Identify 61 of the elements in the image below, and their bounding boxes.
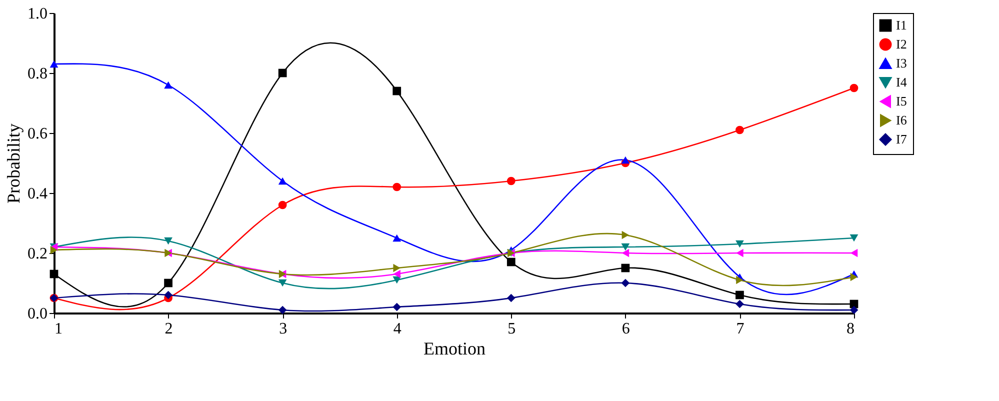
point [621,156,630,164]
point [278,68,287,78]
point [392,234,402,242]
point [164,290,172,300]
y-axis-title: Probability [4,124,24,204]
point [278,177,287,185]
legend-label: I7 [896,132,908,146]
point [164,237,172,245]
point [393,264,400,272]
point [622,248,630,258]
point [850,234,858,242]
y-tick-label: 0.2 [28,246,48,262]
point [393,270,400,278]
legend-label: I4 [896,74,908,90]
point [506,176,516,186]
x-tick-label: 7 [736,320,744,338]
point [736,248,744,258]
point [736,240,744,248]
y-tick-label: 0.8 [28,66,48,82]
point [621,278,630,288]
point [506,294,516,302]
point [622,230,630,240]
point [392,182,402,192]
point [621,243,630,251]
point [850,84,858,92]
point [621,264,630,272]
y-tick-label: 1.0 [28,6,48,22]
x-tick-label: 4 [393,320,402,338]
point [736,126,744,134]
point [392,86,402,96]
point [506,258,516,266]
x-tick-label: 3 [279,320,288,338]
point [278,279,287,287]
legend-label: I5 [896,94,907,108]
point [50,246,58,254]
point [736,290,744,300]
legend-label: I6 [896,112,908,128]
x-tick-label: 2 [164,320,173,338]
point [736,300,744,308]
point [736,276,744,284]
point [50,60,58,68]
x-axis-title: Emotion [424,338,486,358]
point [850,248,858,258]
x-tick-label: 1 [54,320,62,338]
x-tick-label: 5 [508,320,516,338]
legend-label: I3 [896,56,907,70]
point [392,302,402,312]
y-tick-label: 0.0 [28,306,48,322]
point [278,306,287,314]
legend-label: I1 [896,18,907,32]
x-tick-label: 8 [846,320,854,338]
point [164,278,172,288]
point [850,272,858,282]
point [164,81,172,89]
x-tick-label: 6 [622,320,630,338]
legend-label: I2 [896,36,907,52]
point [50,270,58,278]
point [278,200,287,210]
y-tick-label: 0.4 [28,186,48,202]
y-tick-label: 0.6 [28,126,48,142]
point [850,306,858,314]
